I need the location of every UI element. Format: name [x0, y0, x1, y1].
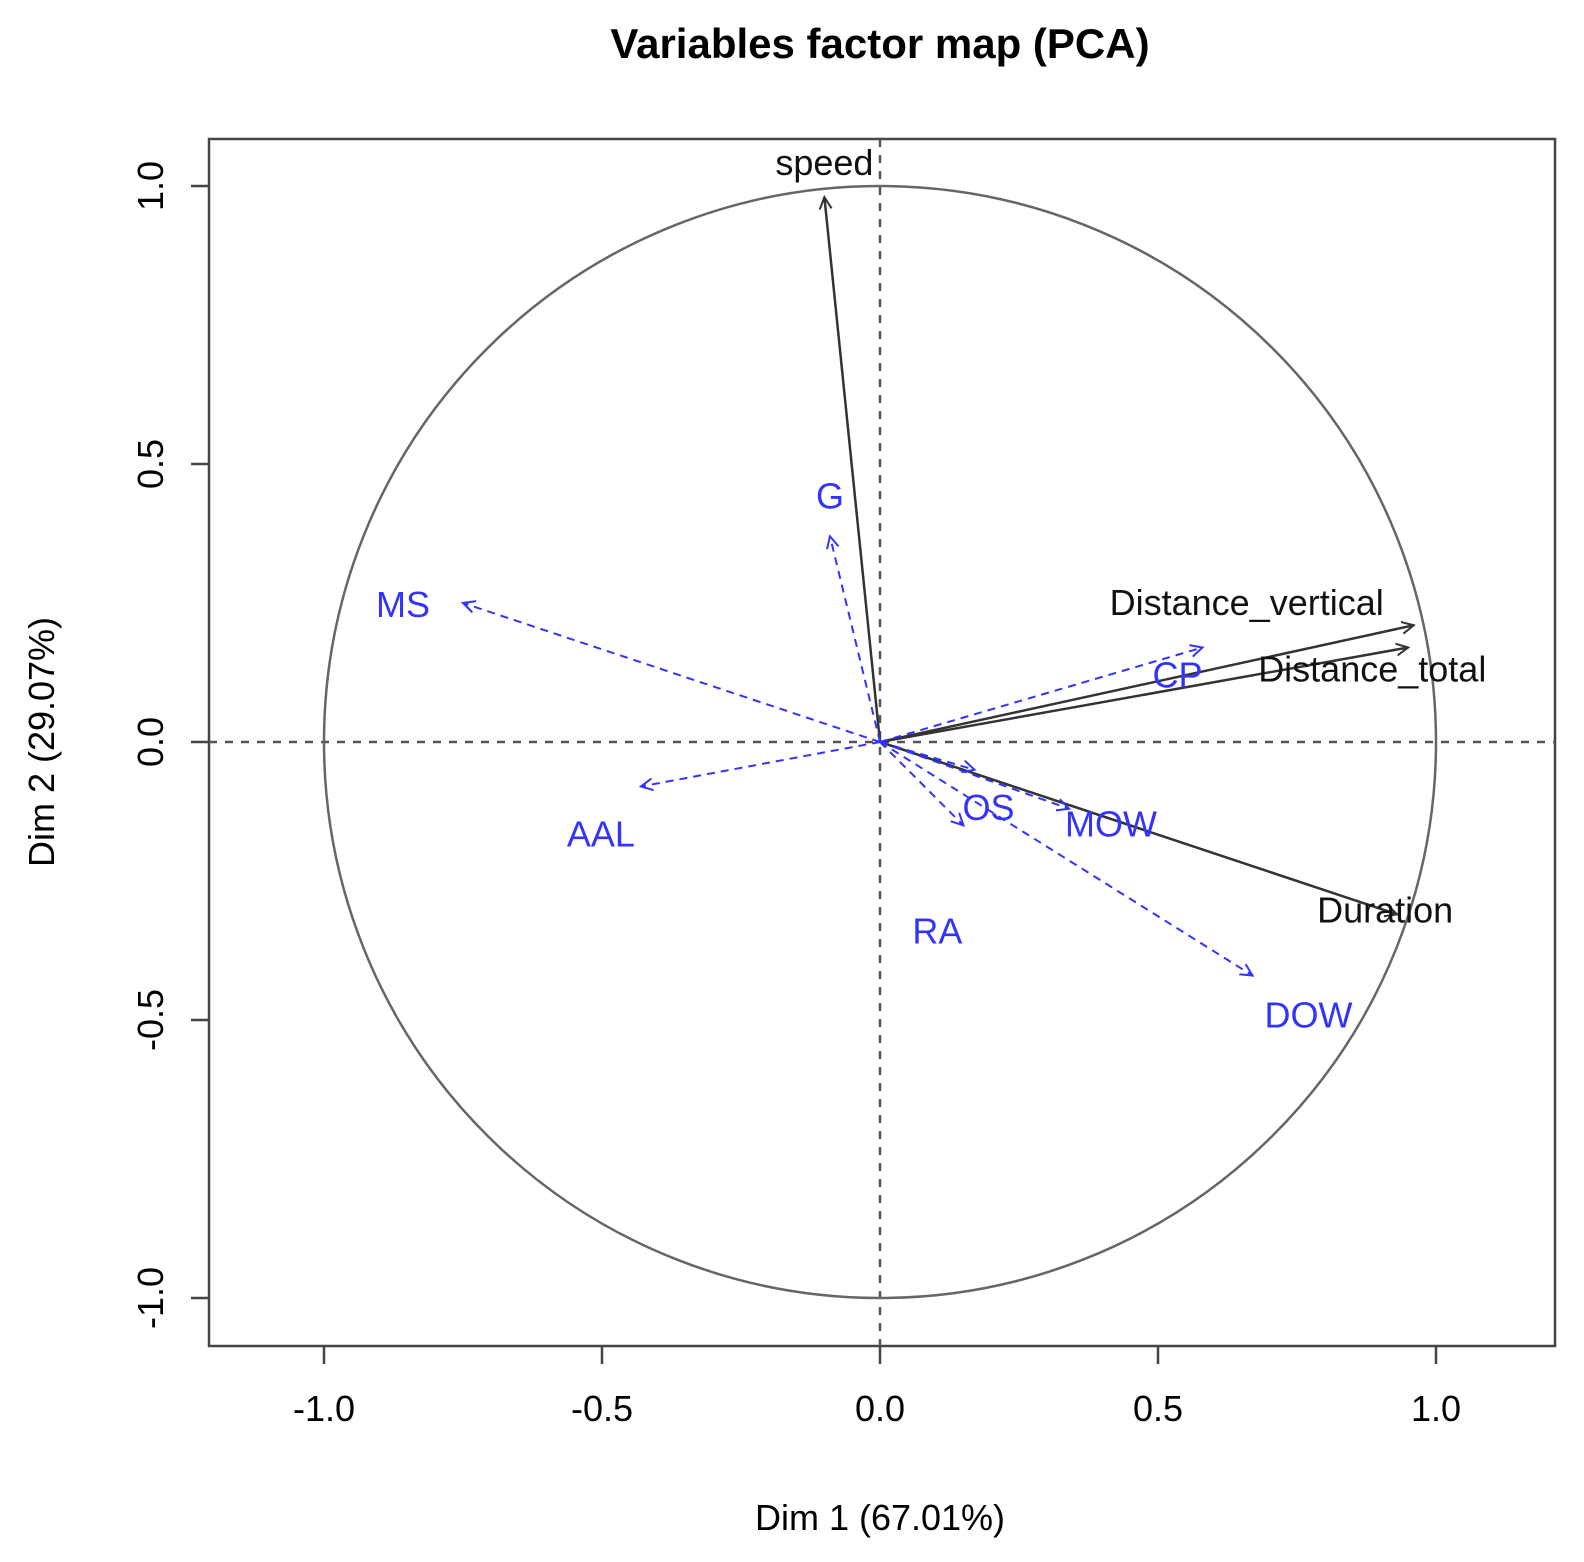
- chart-title: Variables factor map (PCA): [610, 20, 1149, 67]
- label-ms: MS: [376, 584, 430, 625]
- arrow-distance-vertical: [879, 625, 1414, 744]
- unit-circle: [322, 184, 1438, 1300]
- label-dow: DOW: [1265, 995, 1353, 1036]
- x-tick-label: 0.5: [1133, 1388, 1183, 1429]
- arrow-ra: [879, 741, 963, 825]
- y-axis-label: Dim 2 (29.07%): [21, 617, 62, 867]
- label-mow: MOW: [1065, 804, 1157, 845]
- arrow-speed: [824, 197, 882, 743]
- label-speed: speed: [775, 142, 873, 183]
- variable-arrows: [463, 197, 1414, 975]
- y-tick-label: 1.0: [130, 161, 171, 211]
- y-tick-label: 0.5: [130, 439, 171, 489]
- label-os: OS: [963, 787, 1015, 828]
- arrow-cp: [879, 647, 1202, 743]
- x-tick-label: 0.0: [855, 1388, 905, 1429]
- label-distance-total: Distance_total: [1258, 648, 1486, 689]
- label-distance-vertical: Distance_vertical: [1110, 582, 1384, 623]
- y-tick-label: 0.0: [130, 717, 171, 767]
- arrow-aal: [641, 741, 881, 786]
- x-tick-label: 1.0: [1411, 1388, 1461, 1429]
- arrow-mow: [879, 741, 1069, 809]
- label-g: G: [816, 475, 844, 516]
- axis-ticks: -1.0 -0.5 0.0 0.5 1.0 -1.0 -0.5 0.0 0.5 1.0: [130, 161, 1461, 1429]
- unit-circle-layer: [322, 184, 1438, 1300]
- label-aal: AAL: [567, 813, 635, 854]
- x-axis-label: Dim 1 (67.01%): [755, 1497, 1005, 1538]
- label-duration: Duration: [1317, 889, 1453, 930]
- x-tick-label: -1.0: [293, 1388, 355, 1429]
- arrow-distance-total: [879, 647, 1408, 744]
- y-tick-label: -0.5: [130, 989, 171, 1051]
- x-tick-label: -0.5: [571, 1388, 633, 1429]
- y-tick-label: -1.0: [130, 1267, 171, 1329]
- arrow-dow: [879, 741, 1253, 976]
- variable-labels: speed Distance_vertical Distance_total Dura…: [376, 142, 1486, 1035]
- label-cp: CP: [1152, 654, 1202, 695]
- arrow-g: [830, 536, 881, 743]
- arrow-ms: [463, 603, 881, 743]
- label-ra: RA: [912, 910, 962, 951]
